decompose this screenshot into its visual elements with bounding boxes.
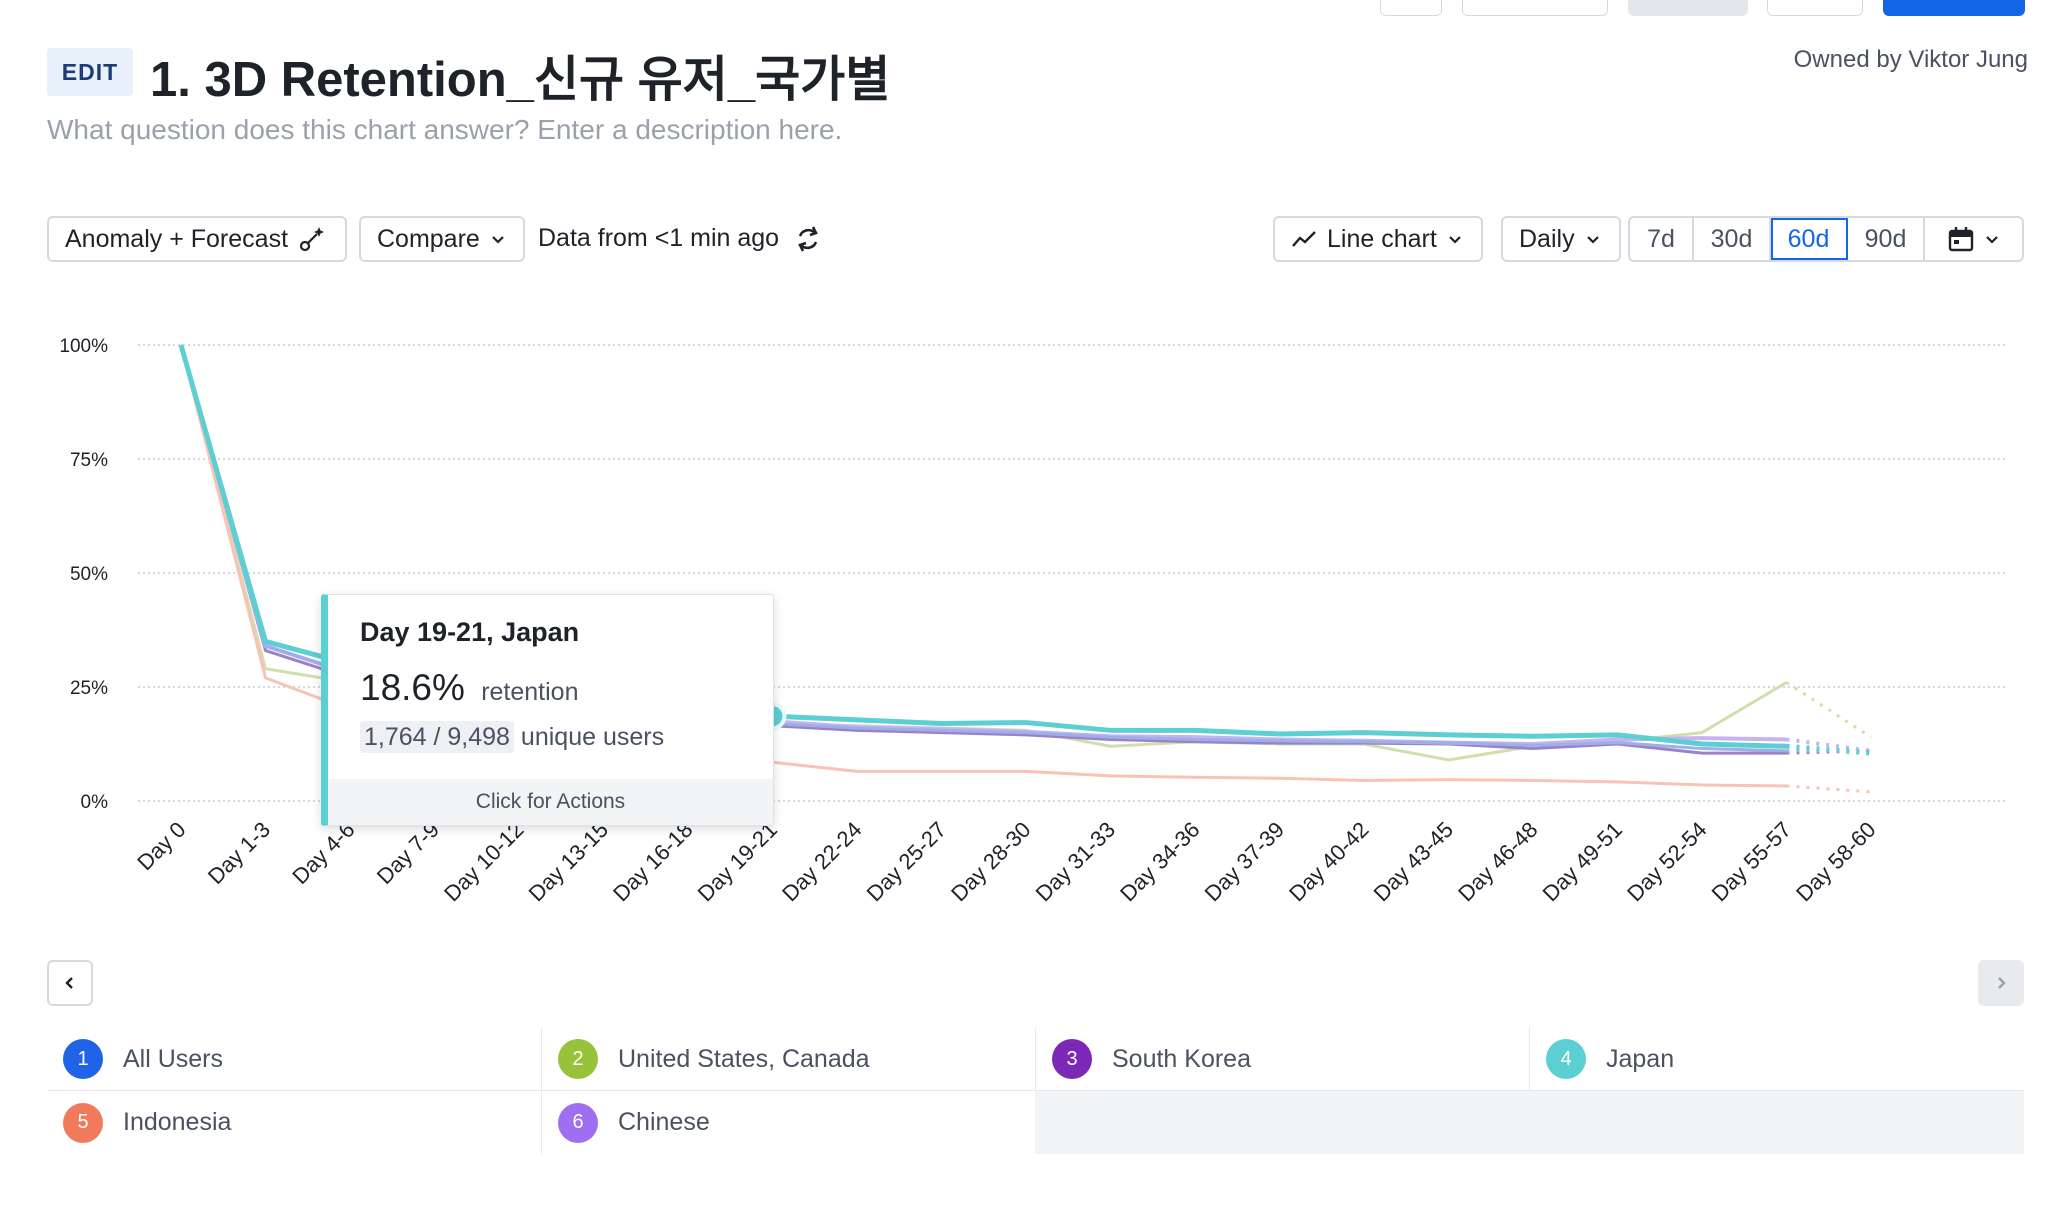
legend-label: Japan (1606, 1044, 1675, 1073)
series-legend: 1 All Users 2 United States, Canada 3 So… (47, 1028, 2024, 1154)
retention-line-chart[interactable]: 0% 25% 50% 75% 100% Day 0 Day 1-3 Day 4-6 Day 7… (0, 300, 2048, 940)
anomaly-forecast-button[interactable]: Anomaly + Forecast (47, 216, 347, 262)
legend-label: United States, Canada (618, 1044, 870, 1073)
legend-item-united-states-canada[interactable]: 2 United States, Canada (541, 1028, 1035, 1091)
legend-badge: 3 (1052, 1039, 1092, 1079)
refresh-icon[interactable] (793, 224, 823, 254)
edit-badge[interactable]: EDIT (47, 48, 133, 96)
forecast-line (1786, 737, 1872, 753)
x-tick-label: Day 40-42 (1284, 817, 1373, 906)
tooltip-percent: 18.6% (360, 667, 465, 708)
chart-tooltip[interactable]: Day 19-21, Japan 18.6% retention 1,764 /… (321, 594, 774, 826)
legend-empty-cell (1035, 1091, 2024, 1154)
page-title[interactable]: 1. 3D Retention_신규 유저_국가별 (150, 53, 891, 107)
top-primary-button[interactable] (1883, 0, 2025, 16)
x-tick-label: Day 58-60 (1791, 817, 1880, 906)
top-toolbar-button[interactable] (1462, 0, 1608, 16)
range-7d[interactable]: 7d (1630, 218, 1694, 260)
wand-sparkle-icon (299, 227, 325, 252)
top-toolbar-button[interactable] (1767, 0, 1863, 16)
legend-badge: 1 (63, 1039, 103, 1079)
x-tick-label: Day 28-30 (946, 817, 1035, 906)
legend-badge: 6 (558, 1102, 598, 1143)
calendar-icon (1948, 227, 1973, 252)
legend-item-japan[interactable]: 4 Japan (1529, 1028, 2024, 1091)
legend-badge: 4 (1546, 1039, 1586, 1079)
data-freshness: Data from <1 min ago (538, 224, 780, 252)
x-tick-label: Day 22-24 (777, 817, 866, 906)
legend-item-south-korea[interactable]: 3 South Korea (1035, 1028, 1529, 1091)
tooltip-users-count: 1,764 / 9,498 (360, 721, 514, 753)
legend-label: All Users (123, 1044, 224, 1073)
x-tick-label: Day 25-27 (862, 817, 951, 906)
tooltip-value: 18.6% retention (360, 667, 579, 709)
tooltip-title: Day 19-21, Japan (360, 617, 580, 647)
x-tick-label: Day 37-39 (1200, 817, 1289, 906)
y-tick-label: 25% (70, 678, 108, 699)
x-tick-label: Day 34-36 (1115, 817, 1204, 906)
range-60d[interactable]: 60d (1771, 218, 1848, 260)
interval-dropdown[interactable]: Daily (1501, 216, 1621, 262)
chevron-down-icon (492, 236, 504, 244)
y-tick-label: 75% (70, 450, 108, 471)
x-tick-label: Day 10-12 (439, 817, 528, 906)
y-tick-label: 0% (81, 792, 109, 813)
x-tick-label: Day 19-21 (693, 817, 782, 906)
chevron-down-icon (1985, 236, 1998, 244)
tooltip-value-suffix: retention (481, 678, 579, 706)
legend-prev-button[interactable] (47, 960, 93, 1006)
legend-item-indonesia[interactable]: 5 Indonesia (47, 1091, 541, 1154)
range-30d[interactable]: 30d (1694, 218, 1771, 260)
compare-label: Compare (377, 224, 480, 253)
line-chart-icon (1292, 231, 1316, 247)
legend-item-chinese[interactable]: 6 Chinese (541, 1091, 1035, 1154)
top-toolbar-button[interactable] (1628, 0, 1748, 16)
chart-type-dropdown[interactable]: Line chart (1273, 216, 1483, 262)
forecast-line (1786, 743, 1872, 756)
x-tick-label: Day 7-9 (372, 817, 444, 889)
x-tick-label: Day 52-54 (1622, 817, 1711, 906)
x-tick-label: Day 16-18 (608, 817, 697, 906)
chevron-down-icon (1449, 236, 1461, 244)
x-tick-label: Day 31-33 (1031, 817, 1120, 906)
x-tick-label: Day 13-15 (524, 817, 613, 906)
x-tick-label: Day 1-3 (203, 817, 275, 889)
date-range-selector: 7d 30d 60d 90d (1628, 216, 2024, 262)
legend-label: Chinese (618, 1108, 710, 1136)
range-90d[interactable]: 90d (1848, 218, 1925, 260)
compare-dropdown[interactable]: Compare (359, 216, 525, 262)
description-input[interactable]: What question does this chart answer? En… (47, 114, 843, 145)
forecast-line (1785, 681, 1872, 739)
owner-label: Owned by Viktor Jung (1793, 46, 2028, 73)
legend-next-button[interactable] (1978, 960, 2024, 1006)
y-tick-label: 50% (70, 564, 108, 585)
y-tick-label: 100% (59, 336, 108, 357)
x-tick-label: Day 46-48 (1453, 817, 1542, 906)
x-tick-label: Day 4-6 (287, 817, 359, 889)
forecast-line (1786, 784, 1872, 794)
x-tick-label: Day 0 (132, 817, 190, 875)
tooltip-actions-link[interactable]: Click for Actions (328, 779, 773, 825)
interval-label: Daily (1519, 224, 1575, 253)
legend-badge: 2 (558, 1039, 598, 1079)
chevron-left-icon (65, 977, 73, 989)
chevron-down-icon (1586, 236, 1599, 244)
legend-item-all-users[interactable]: 1 All Users (47, 1028, 541, 1091)
anomaly-label: Anomaly + Forecast (65, 224, 289, 253)
top-toolbar-button[interactable] (1380, 0, 1442, 16)
x-tick-label: Day 43-45 (1369, 817, 1458, 906)
x-tick-label: Day 55-57 (1707, 817, 1796, 906)
legend-label: Indonesia (123, 1108, 232, 1136)
chevron-right-icon (1998, 977, 2006, 989)
tooltip-users: 1,764 / 9,498 unique users (360, 721, 665, 753)
x-tick-label: Day 49-51 (1538, 817, 1627, 906)
chart-type-label: Line chart (1327, 224, 1437, 253)
calendar-dropdown[interactable] (1925, 218, 2022, 260)
tooltip-users-suffix: unique users (520, 723, 665, 751)
legend-badge: 5 (63, 1102, 103, 1143)
legend-label: South Korea (1112, 1044, 1251, 1073)
